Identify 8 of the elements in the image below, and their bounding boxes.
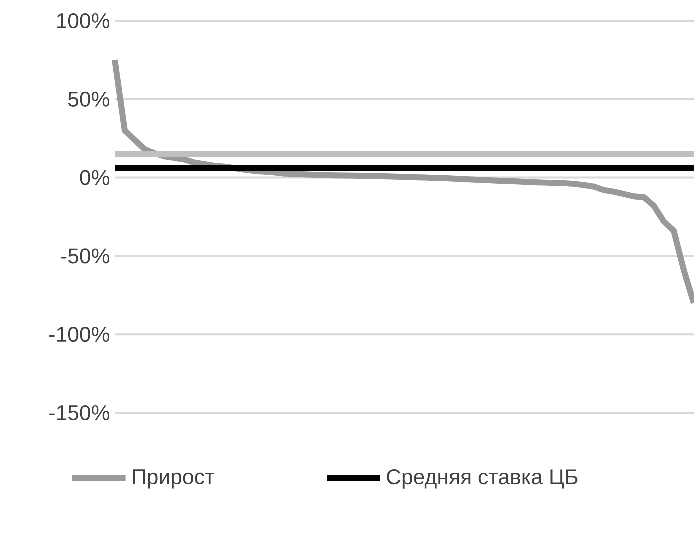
legend-label: Средняя ставка ЦБ [387, 470, 578, 489]
y-tick-label: -100% [50, 327, 110, 342]
y-tick-label: 100% [57, 13, 110, 29]
y-tick-label: -50% [61, 248, 110, 264]
y-tick-label: -150% [50, 405, 110, 421]
y-tick-label: 0% [80, 170, 110, 186]
y-tick-label: 50% [68, 92, 110, 107]
legend-label: Прирост [133, 470, 214, 489]
